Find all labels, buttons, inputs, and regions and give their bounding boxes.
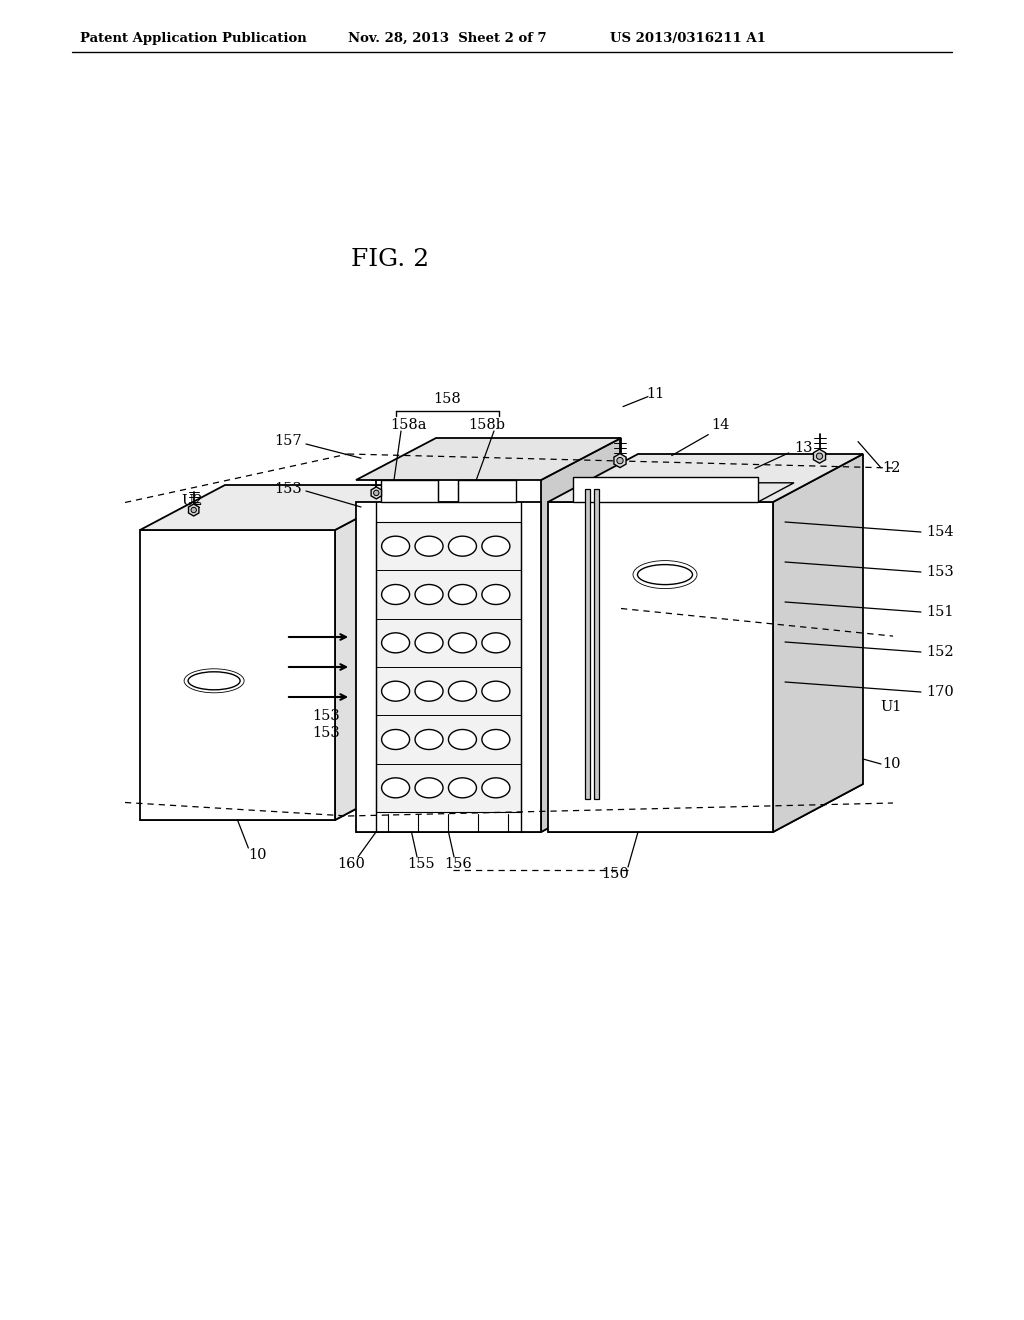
Circle shape xyxy=(816,453,822,459)
Ellipse shape xyxy=(382,777,410,797)
Polygon shape xyxy=(140,484,420,531)
Ellipse shape xyxy=(415,730,443,750)
Text: 155: 155 xyxy=(407,857,434,871)
Ellipse shape xyxy=(188,672,240,690)
Circle shape xyxy=(374,490,379,495)
Polygon shape xyxy=(548,784,863,832)
Text: 151: 151 xyxy=(926,605,953,619)
Text: 158: 158 xyxy=(433,392,462,407)
Ellipse shape xyxy=(415,585,443,605)
Text: 156: 156 xyxy=(443,857,472,871)
Ellipse shape xyxy=(449,681,476,701)
Text: US 2013/0316211 A1: US 2013/0316211 A1 xyxy=(610,32,766,45)
Ellipse shape xyxy=(415,632,443,653)
Ellipse shape xyxy=(482,536,510,556)
Ellipse shape xyxy=(449,730,476,750)
Ellipse shape xyxy=(482,777,510,797)
Ellipse shape xyxy=(382,536,410,556)
Ellipse shape xyxy=(482,730,510,750)
Text: Nov. 28, 2013  Sheet 2 of 7: Nov. 28, 2013 Sheet 2 of 7 xyxy=(348,32,547,45)
Text: U1: U1 xyxy=(881,700,902,714)
Polygon shape xyxy=(356,789,621,832)
Ellipse shape xyxy=(482,585,510,605)
Circle shape xyxy=(616,458,624,463)
Polygon shape xyxy=(381,480,438,502)
Polygon shape xyxy=(458,480,516,502)
Text: 153: 153 xyxy=(926,565,953,579)
Text: 157: 157 xyxy=(274,434,302,447)
Ellipse shape xyxy=(482,681,510,701)
Text: Patent Application Publication: Patent Application Publication xyxy=(80,32,307,45)
Text: U2: U2 xyxy=(181,494,203,508)
Ellipse shape xyxy=(449,632,476,653)
Text: 154: 154 xyxy=(926,525,953,539)
Ellipse shape xyxy=(382,681,410,701)
Text: 153: 153 xyxy=(274,482,302,496)
Polygon shape xyxy=(585,488,590,799)
Polygon shape xyxy=(140,775,420,820)
Circle shape xyxy=(191,507,197,512)
Text: 150: 150 xyxy=(602,867,630,880)
Text: 10: 10 xyxy=(882,756,900,771)
Text: 153: 153 xyxy=(312,726,340,741)
Polygon shape xyxy=(356,502,541,832)
Text: 12: 12 xyxy=(882,461,900,475)
Polygon shape xyxy=(371,487,382,499)
Ellipse shape xyxy=(449,536,476,556)
Polygon shape xyxy=(140,531,335,820)
Polygon shape xyxy=(548,502,773,832)
Polygon shape xyxy=(573,483,794,502)
Text: 13: 13 xyxy=(794,441,812,455)
Polygon shape xyxy=(376,521,521,812)
Text: 170: 170 xyxy=(926,685,953,700)
Polygon shape xyxy=(614,454,626,467)
Text: 160: 160 xyxy=(337,857,365,871)
Ellipse shape xyxy=(382,585,410,605)
Text: 152: 152 xyxy=(926,645,953,659)
Text: FIG. 2: FIG. 2 xyxy=(351,248,429,272)
Text: 10: 10 xyxy=(248,847,266,862)
Ellipse shape xyxy=(382,632,410,653)
Text: 14: 14 xyxy=(712,418,730,432)
Polygon shape xyxy=(376,820,545,832)
Ellipse shape xyxy=(638,565,692,585)
Polygon shape xyxy=(335,484,420,820)
Polygon shape xyxy=(594,488,599,799)
Ellipse shape xyxy=(482,632,510,653)
Polygon shape xyxy=(356,438,621,480)
Text: 11: 11 xyxy=(646,387,665,400)
Text: 153: 153 xyxy=(312,710,340,723)
Ellipse shape xyxy=(415,777,443,797)
Ellipse shape xyxy=(382,730,410,750)
Ellipse shape xyxy=(415,536,443,556)
Ellipse shape xyxy=(449,585,476,605)
Text: 158b: 158b xyxy=(469,418,506,432)
Ellipse shape xyxy=(415,681,443,701)
Text: 158a: 158a xyxy=(390,418,426,432)
Polygon shape xyxy=(188,504,199,516)
Polygon shape xyxy=(773,454,863,832)
Polygon shape xyxy=(573,477,758,502)
Polygon shape xyxy=(813,449,825,463)
Polygon shape xyxy=(548,454,863,502)
Polygon shape xyxy=(541,438,621,832)
Ellipse shape xyxy=(449,777,476,797)
